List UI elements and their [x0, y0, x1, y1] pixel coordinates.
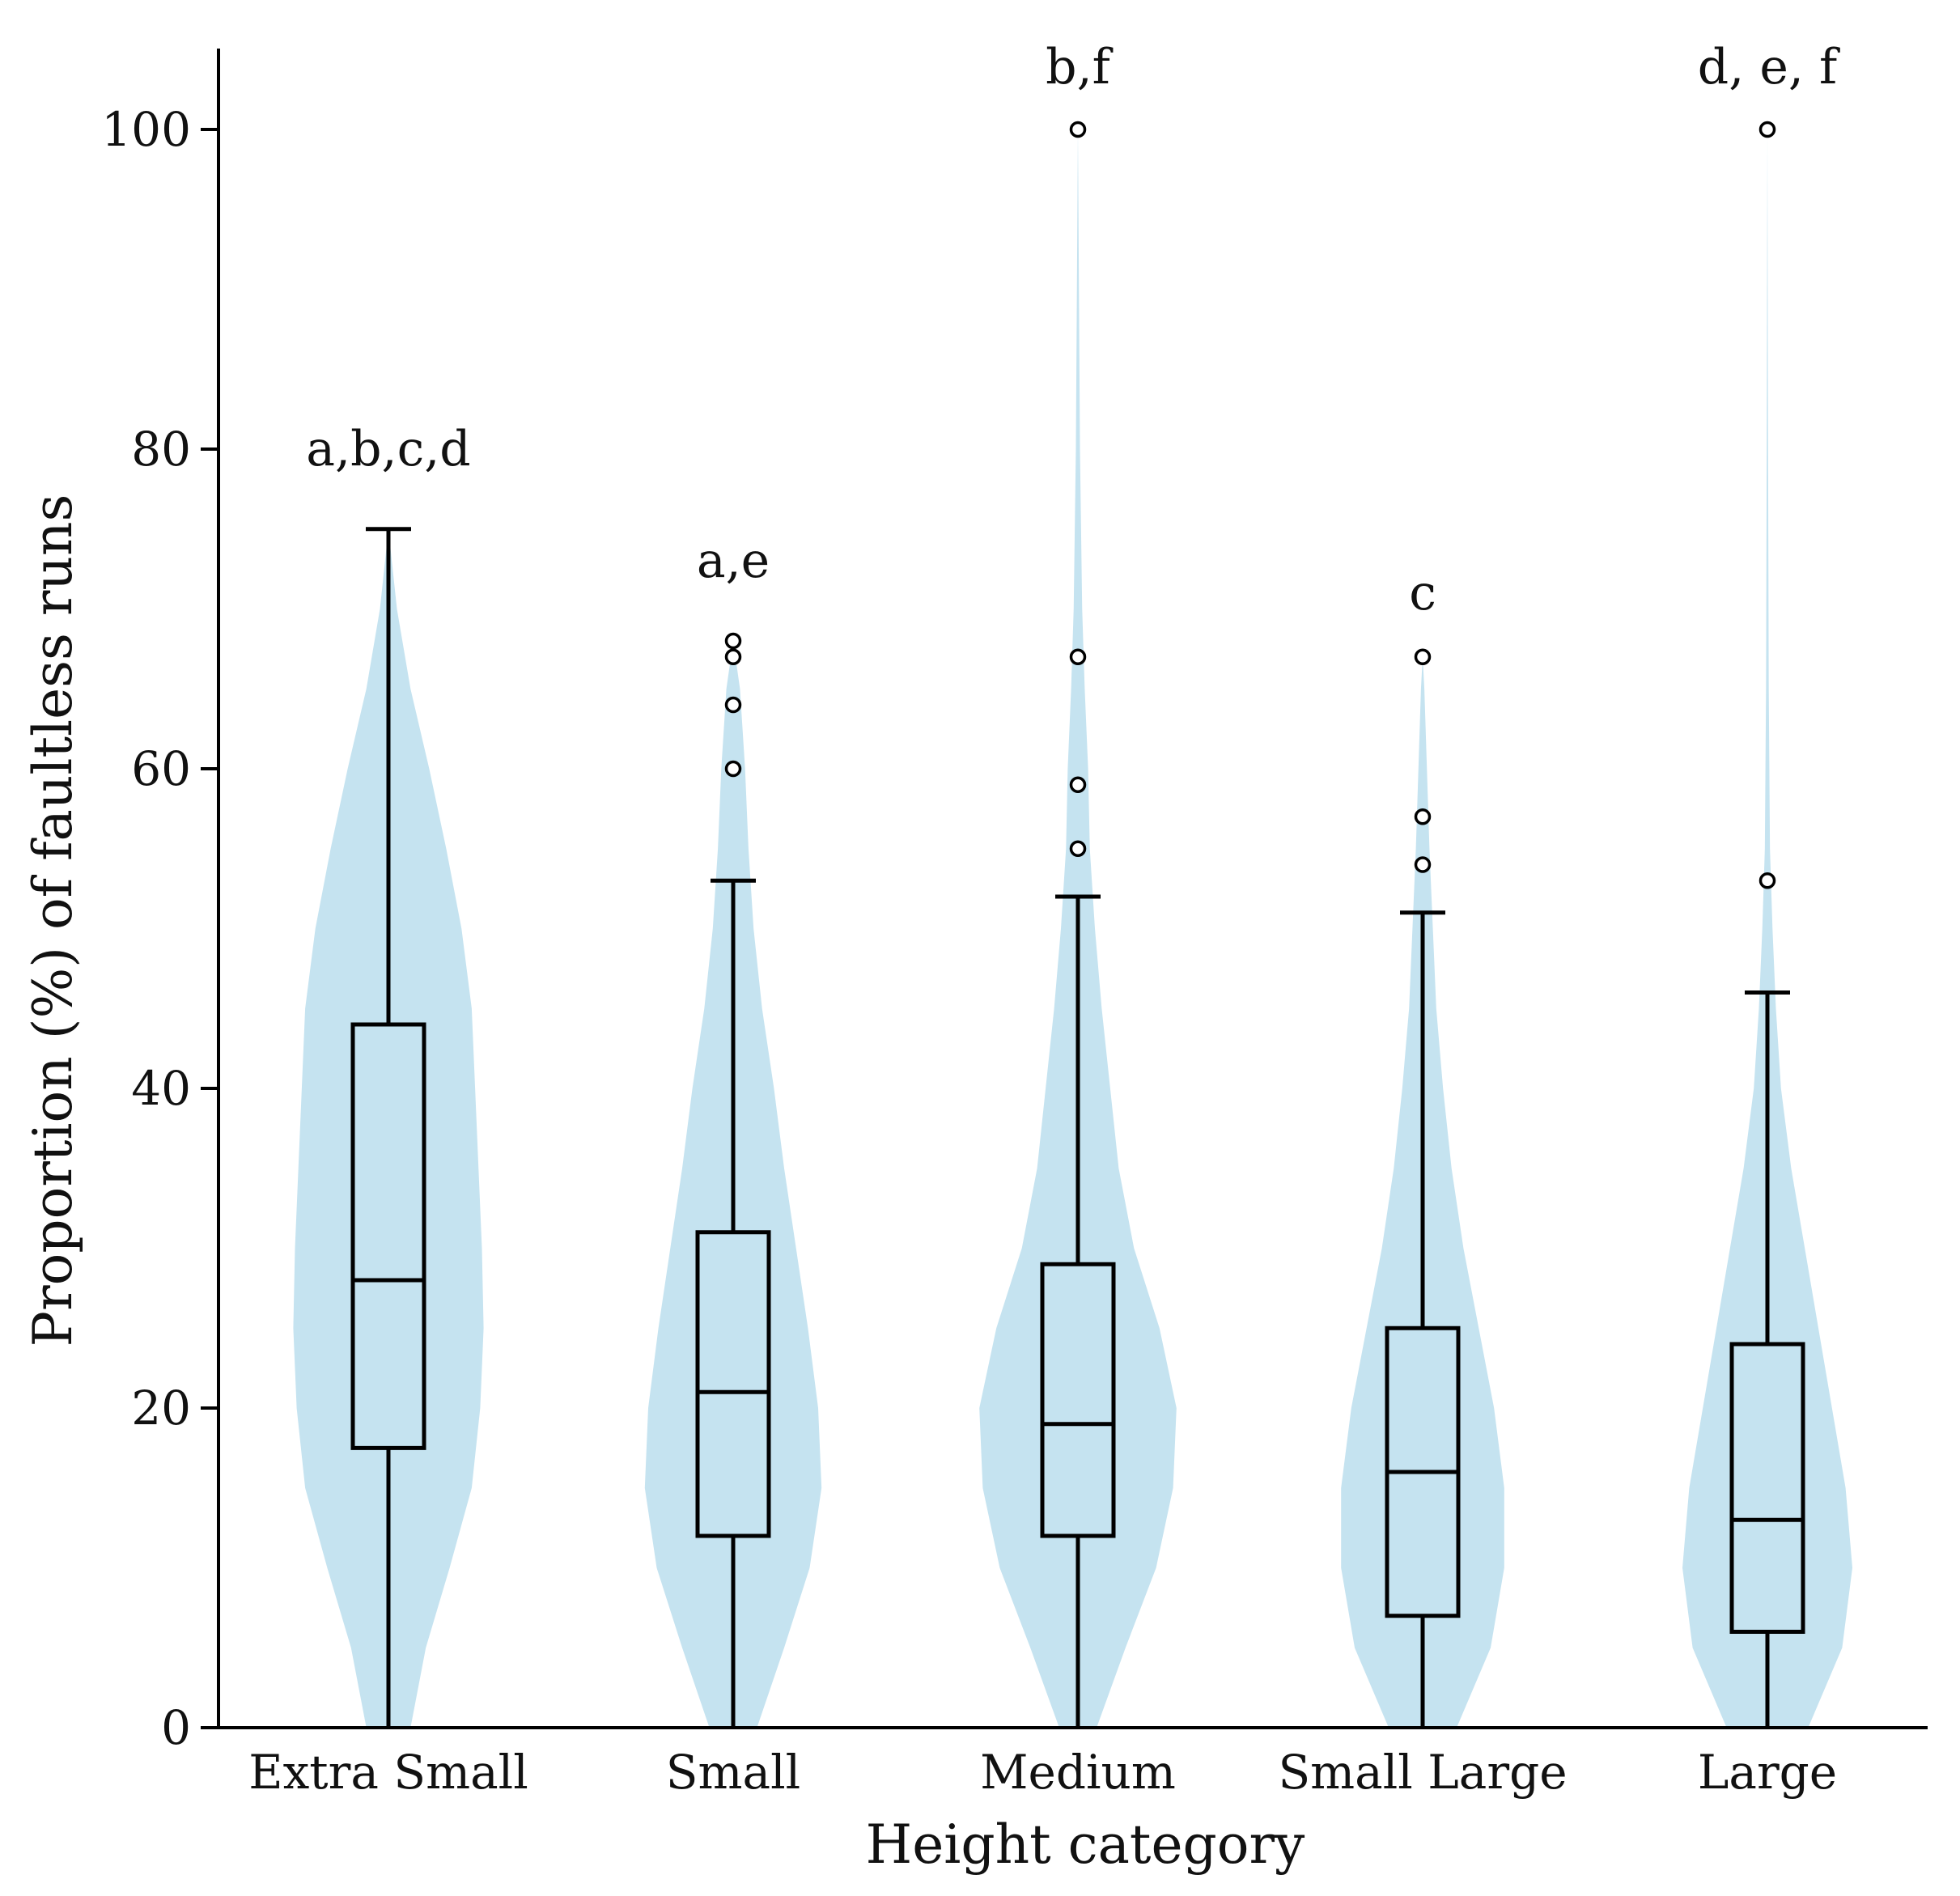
- x-tick-label: Large: [1698, 1745, 1837, 1800]
- y-axis-title: Proportion (%) of faultless runs: [22, 494, 84, 1347]
- outlier-point: [1414, 808, 1432, 825]
- significance-label: c: [1409, 565, 1436, 621]
- outlier-point: [724, 760, 742, 778]
- x-tick-label: Small: [666, 1745, 800, 1800]
- x-tick-label: Medium: [980, 1745, 1176, 1800]
- iqr-box: [695, 1230, 771, 1538]
- x-axis-title: Height category: [866, 1813, 1305, 1876]
- x-tick-label: Small Large: [1278, 1745, 1567, 1800]
- boxplot-extra-small: [350, 527, 426, 1728]
- violins-layer: [293, 129, 1852, 1728]
- outlier-point: [724, 696, 742, 714]
- outlier-point: [724, 632, 742, 650]
- iqr-box: [350, 1022, 426, 1450]
- boxplot-large: [1729, 121, 1805, 1728]
- outlier-point: [1069, 648, 1087, 665]
- outlier-point: [1069, 776, 1087, 793]
- x-tick-label: Extra Small: [248, 1745, 528, 1800]
- y-tick-label: 100: [101, 102, 191, 157]
- significance-label: a,b,c,d: [306, 421, 470, 477]
- outlier-point: [1758, 121, 1776, 138]
- y-tick-label: 80: [131, 422, 191, 477]
- iqr-box: [1729, 1342, 1805, 1634]
- violin-extra-small: [293, 528, 484, 1728]
- significance-label: b,f: [1046, 39, 1113, 95]
- x-ticks: Extra Small Small Medium Small Large Large: [248, 1745, 1837, 1800]
- y-tick-label: 20: [131, 1381, 191, 1436]
- iqr-box: [1040, 1262, 1116, 1538]
- outlier-point: [1069, 121, 1087, 138]
- boxplots-layer: [350, 121, 1805, 1728]
- boxplot-small: [695, 632, 771, 1728]
- outlier-point: [724, 648, 742, 665]
- y-tick-label: 60: [131, 741, 191, 796]
- boxplot-small-large: [1385, 648, 1461, 1728]
- y-ticks: 0 20 40 60 80 100: [101, 102, 218, 1755]
- outlier-point: [1414, 856, 1432, 873]
- outlier-point: [1414, 648, 1432, 665]
- violin-large: [1682, 129, 1852, 1728]
- y-tick-label: 40: [131, 1061, 191, 1116]
- significance-label: a,e: [697, 532, 770, 589]
- outlier-point: [1069, 840, 1087, 857]
- significance-label: d, e, f: [1698, 39, 1840, 95]
- axes-layer: [217, 49, 1928, 1729]
- significance-labels: a,b,c,d a,e b,f c d, e, f: [306, 39, 1840, 621]
- outlier-point: [1758, 872, 1776, 889]
- boxplot-medium: [1040, 121, 1116, 1728]
- y-tick-label: 0: [161, 1700, 191, 1755]
